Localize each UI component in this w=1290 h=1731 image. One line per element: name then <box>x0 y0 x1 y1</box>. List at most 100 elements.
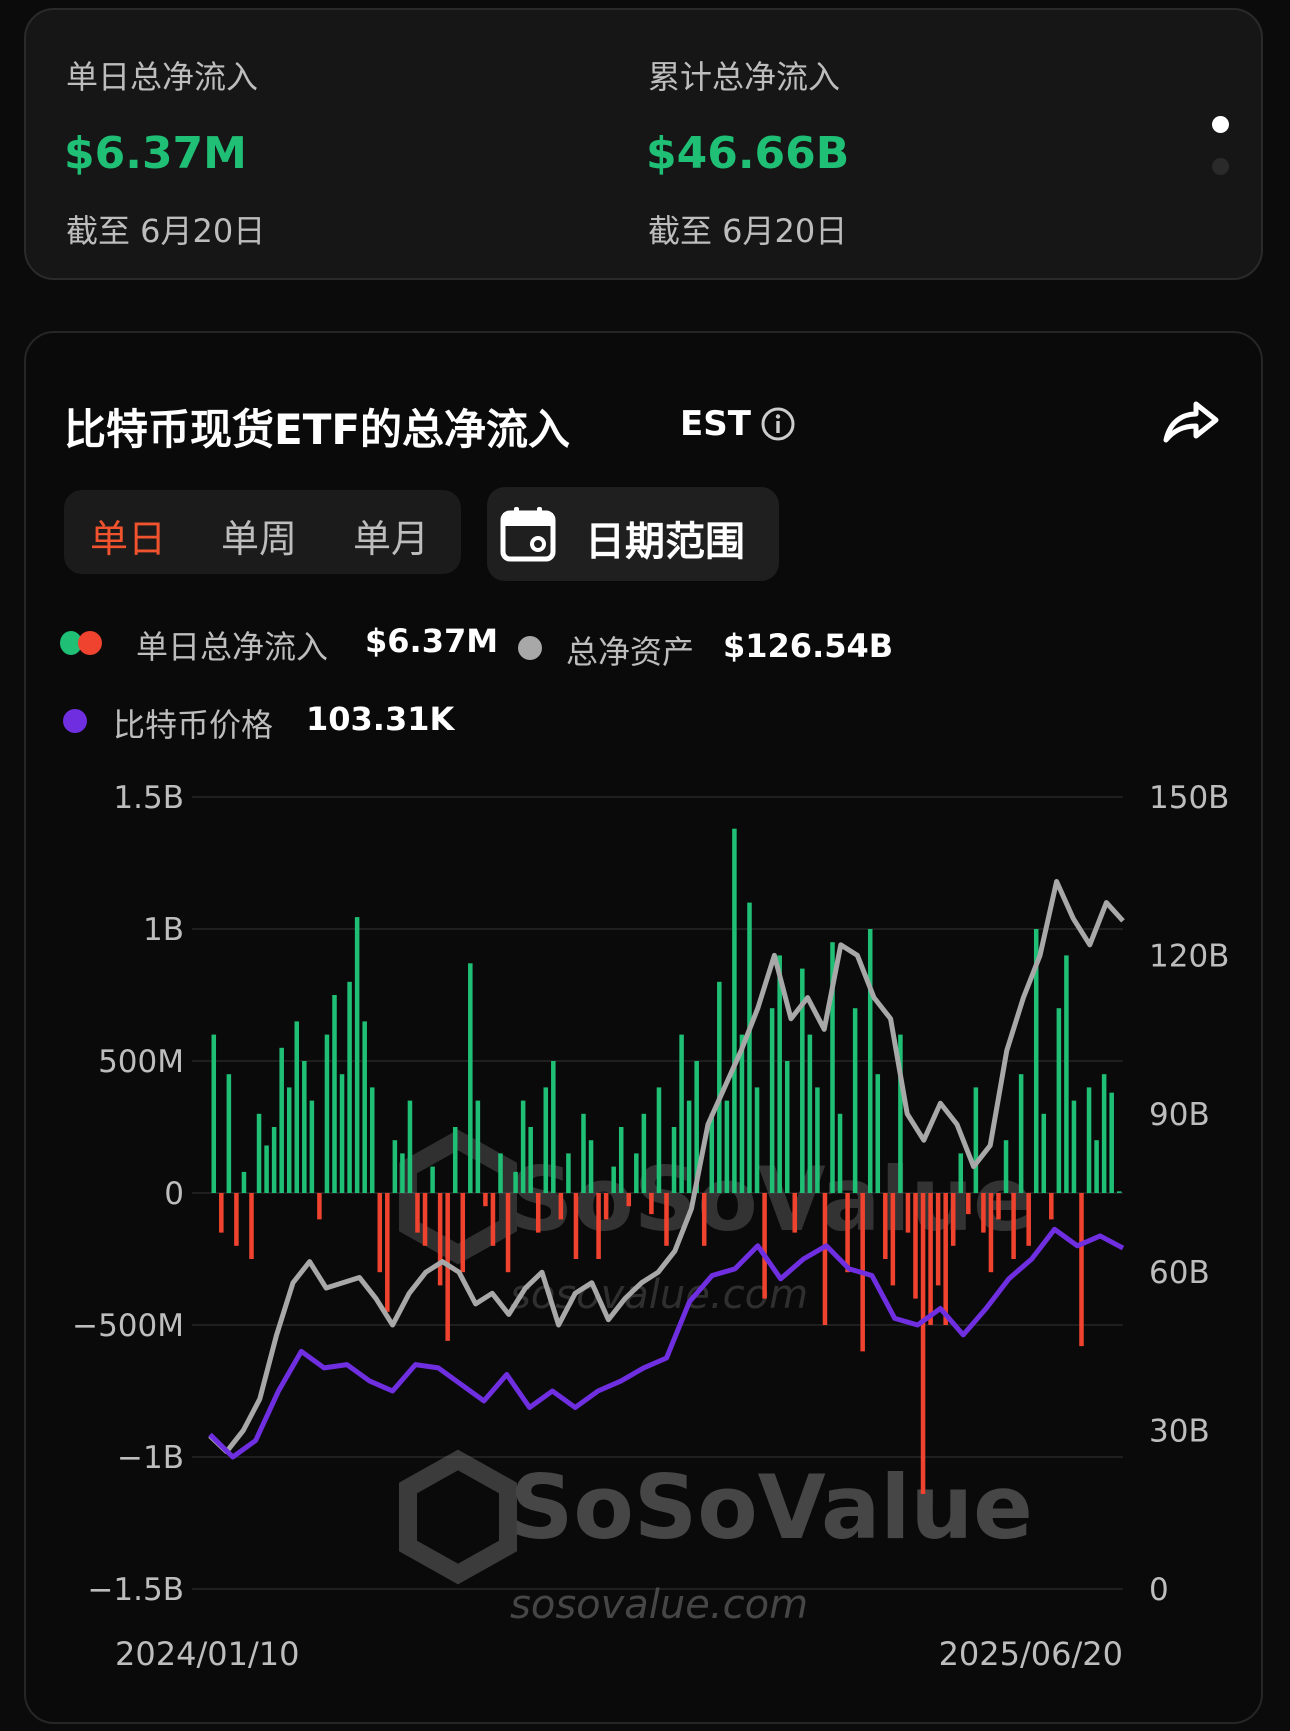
flow-bar <box>1033 929 1039 1193</box>
right-axis-tick: 0 <box>1149 1572 1169 1608</box>
legend-net-assets-value: $126.54B <box>723 627 894 665</box>
flow-bar <box>566 1153 571 1193</box>
flow-bar <box>928 1193 933 1325</box>
flow-bar <box>898 1034 903 1193</box>
flow-bar <box>717 981 722 1193</box>
tab-weekly[interactable]: 单周 <box>221 517 298 561</box>
flow-bar <box>1071 1100 1077 1193</box>
watermark-brand: SoSoValue <box>510 1456 1033 1559</box>
summary-card: 单日总净流入 $6.37M 截至 6月20日 累计总净流入 $46.66B 截至… <box>24 8 1263 280</box>
legend-price-value: 103.31K <box>306 700 455 738</box>
flow-bar <box>807 1034 813 1193</box>
flow-bar <box>279 1047 284 1193</box>
flow-bar <box>988 1193 994 1273</box>
flow-bar <box>226 1074 232 1193</box>
flow-bar <box>732 828 737 1193</box>
legend-net-assets-swatch <box>518 636 542 660</box>
daily-net-inflow-label: 单日总净流入 <box>66 58 259 96</box>
flow-bar <box>671 1127 677 1193</box>
flow-bar <box>769 1008 775 1193</box>
flow-bar <box>996 1193 1001 1220</box>
flow-bar <box>490 1193 496 1246</box>
flow-bar <box>837 1113 843 1193</box>
pager-dot-active[interactable] <box>1212 116 1229 133</box>
flow-bar <box>905 1193 911 1233</box>
flow-bar <box>347 981 352 1193</box>
flow-bar <box>830 942 835 1193</box>
flow-bar <box>890 1193 896 1286</box>
flow-bar <box>1086 1087 1092 1193</box>
flow-bar <box>800 968 805 1193</box>
legend-price-swatch <box>63 709 87 733</box>
flow-bar <box>422 1193 428 1246</box>
flow-bar <box>377 1193 383 1273</box>
flow-bar <box>935 1193 941 1286</box>
period-tabs: 单日 单周 单月 <box>64 490 461 574</box>
flow-bar <box>286 1087 292 1193</box>
flow-bar <box>792 1193 798 1233</box>
flow-bar <box>913 1193 918 1299</box>
right-axis-tick: 150B <box>1149 780 1229 816</box>
flow-bar <box>822 1193 828 1325</box>
btc-price-line <box>208 1226 1125 1460</box>
flow-bar <box>256 1113 262 1193</box>
tab-daily[interactable]: 单日 <box>90 517 167 561</box>
flow-bar <box>309 1100 315 1193</box>
flow-bar <box>1018 1074 1024 1193</box>
flow-bar <box>883 1193 888 1259</box>
flow-bar <box>1079 1193 1084 1347</box>
flow-bar <box>981 1193 986 1233</box>
flow-bar <box>543 1087 549 1193</box>
flow-bar <box>211 1034 217 1193</box>
calendar-icon <box>499 505 557 567</box>
daily-net-inflow-value: $6.37M <box>64 128 247 179</box>
chart-title: 比特币现货ETF的总净流入 <box>64 405 571 454</box>
flow-bar <box>385 1193 390 1312</box>
flow-chart[interactable]: SoSoValue sosovalue.com SoSoValue sosova… <box>0 760 1290 1680</box>
flow-bar <box>581 1113 586 1193</box>
flow-bar <box>573 1193 579 1259</box>
pager-dot[interactable] <box>1212 158 1229 175</box>
flow-bar <box>302 1061 307 1193</box>
flow-bar <box>392 1140 398 1193</box>
flow-bar <box>520 1100 526 1193</box>
daily-net-inflow-date: 截至 6月20日 <box>66 212 266 250</box>
flow-bar <box>649 1193 654 1215</box>
tab-monthly[interactable]: 单月 <box>353 517 430 561</box>
flow-bar <box>943 1193 948 1325</box>
cumulative-net-inflow-label: 累计总净流入 <box>648 58 841 96</box>
flow-bar <box>784 1061 790 1193</box>
flow-bar <box>234 1193 239 1246</box>
flow-bar <box>294 1021 300 1193</box>
flow-bar <box>513 1171 518 1193</box>
left-axis-tick: 1B <box>143 912 184 948</box>
left-axis-tick: 0 <box>164 1176 184 1212</box>
watermark-domain: sosovalue.com <box>510 1272 808 1318</box>
flow-bar <box>483 1193 488 1207</box>
flow-bar <box>468 963 473 1193</box>
flow-bar <box>1064 955 1069 1193</box>
flow-bar <box>686 1100 692 1193</box>
date-range-label: 日期范围 <box>585 519 745 565</box>
flow-bar <box>1026 1193 1031 1246</box>
flow-bar <box>332 995 337 1193</box>
right-axis-tick: 30B <box>1149 1414 1210 1450</box>
share-icon[interactable] <box>1162 396 1220 448</box>
right-axis-tick: 60B <box>1149 1255 1210 1291</box>
flow-bar <box>1101 1074 1107 1193</box>
flow-bar <box>596 1193 601 1259</box>
flow-bar <box>950 1193 956 1246</box>
flow-bar <box>339 1074 345 1193</box>
legend-inflow-label: 单日总净流入 <box>136 628 329 666</box>
flow-bar <box>679 1034 684 1193</box>
date-range-button[interactable]: 日期范围 <box>487 487 779 581</box>
flow-bar <box>1011 1193 1016 1259</box>
flow-bar <box>747 902 752 1193</box>
flow-bar <box>1116 1191 1122 1193</box>
flow-bar <box>558 1193 564 1220</box>
left-axis-tick: 500M <box>98 1044 184 1080</box>
info-icon[interactable] <box>760 406 795 441</box>
flow-bar <box>460 1193 466 1273</box>
timezone-label: EST <box>680 404 751 444</box>
flow-bar <box>694 1061 699 1193</box>
